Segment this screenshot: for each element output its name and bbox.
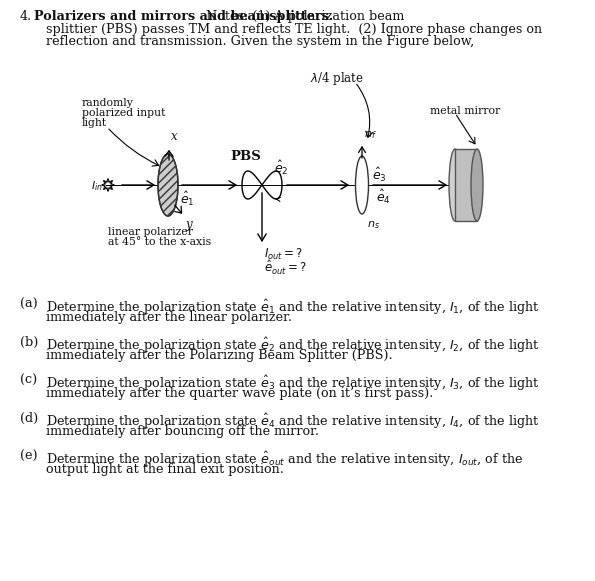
Text: light: light bbox=[82, 118, 107, 128]
Text: (e): (e) bbox=[20, 450, 37, 463]
Text: splittier (PBS) passes TM and reflects TE light.  (2) Ignore phase changes on: splittier (PBS) passes TM and reflects T… bbox=[46, 23, 542, 35]
Text: reflection and transmission. Given the system in the Figure below,: reflection and transmission. Given the s… bbox=[46, 35, 474, 48]
Text: linear polarizer: linear polarizer bbox=[108, 227, 193, 237]
FancyBboxPatch shape bbox=[455, 149, 477, 221]
Text: $\lambda$/4 plate: $\lambda$/4 plate bbox=[310, 70, 364, 87]
Text: at 45° to the x-axis: at 45° to the x-axis bbox=[108, 237, 211, 247]
Text: $\hat{e}_4$: $\hat{e}_4$ bbox=[376, 188, 391, 206]
Text: Notes: (1) A polarization beam: Notes: (1) A polarization beam bbox=[34, 10, 405, 23]
Ellipse shape bbox=[471, 149, 483, 221]
Text: Determine the polarization state $\hat{e}_2$ and the relative intensity, $I_2$, : Determine the polarization state $\hat{e… bbox=[46, 336, 540, 355]
Ellipse shape bbox=[355, 156, 368, 214]
Text: immediately after the linear polarizer.: immediately after the linear polarizer. bbox=[46, 311, 292, 324]
Text: immediately after the Polarizing Beam Splitter (PBS).: immediately after the Polarizing Beam Sp… bbox=[46, 349, 393, 362]
Text: $\hat{e}_{out}=?$: $\hat{e}_{out}=?$ bbox=[264, 259, 307, 277]
Ellipse shape bbox=[449, 149, 461, 221]
Text: $I_{in}$: $I_{in}$ bbox=[91, 179, 103, 193]
Text: randomly: randomly bbox=[82, 98, 134, 108]
Text: metal mirror: metal mirror bbox=[430, 106, 500, 116]
Ellipse shape bbox=[158, 154, 178, 216]
Text: y: y bbox=[185, 218, 192, 231]
Text: Polarizers and mirrors and beamsplitters.: Polarizers and mirrors and beamsplitters… bbox=[34, 10, 333, 23]
Text: $n_f$: $n_f$ bbox=[364, 129, 377, 141]
Text: immediately after bouncing off the mirror.: immediately after bouncing off the mirro… bbox=[46, 425, 319, 438]
Text: Determine the polarization state $\hat{e}_1$ and the relative intensity, $I_1$, : Determine the polarization state $\hat{e… bbox=[46, 298, 540, 317]
Text: immediately after the quarter wave plate (on it’s first pass).: immediately after the quarter wave plate… bbox=[46, 387, 433, 400]
Text: $I_{out}=?$: $I_{out}=?$ bbox=[264, 247, 303, 262]
Text: (d): (d) bbox=[20, 412, 38, 425]
Text: (c): (c) bbox=[20, 374, 37, 387]
Text: Determine the polarization state $\hat{e}_4$ and the relative intensity, $I_4$, : Determine the polarization state $\hat{e… bbox=[46, 412, 540, 431]
Text: polarized input: polarized input bbox=[82, 108, 165, 118]
Text: $n_s$: $n_s$ bbox=[367, 219, 380, 231]
Text: x: x bbox=[171, 130, 178, 143]
Text: (a): (a) bbox=[20, 298, 37, 311]
Text: Determine the polarization state $\hat{e}_3$ and the relative intensity, $I_3$, : Determine the polarization state $\hat{e… bbox=[46, 374, 540, 393]
Text: 4.: 4. bbox=[20, 10, 32, 23]
Text: output light at the final exit position.: output light at the final exit position. bbox=[46, 463, 284, 476]
Text: Determine the polarization state $\hat{e}_{out}$ and the relative intensity, $I_: Determine the polarization state $\hat{e… bbox=[46, 450, 524, 469]
Text: $\hat{e}_3$: $\hat{e}_3$ bbox=[372, 166, 387, 184]
Text: $\hat{e}_1$: $\hat{e}_1$ bbox=[180, 190, 195, 208]
Text: $\hat{e}_2$: $\hat{e}_2$ bbox=[274, 159, 289, 177]
Text: PBS: PBS bbox=[230, 150, 261, 163]
Text: (b): (b) bbox=[20, 336, 38, 349]
